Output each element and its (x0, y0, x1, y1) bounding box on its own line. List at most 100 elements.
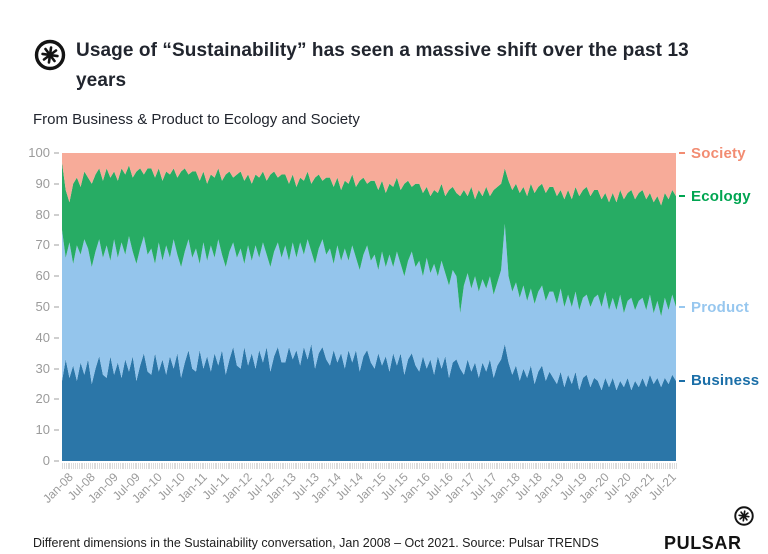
x-minor-tick (385, 463, 387, 469)
x-minor-tick (248, 463, 250, 469)
x-minor-tick (515, 463, 517, 469)
x-minor-tick (246, 463, 248, 469)
x-minor-tick (547, 463, 549, 469)
x-minor-tick (668, 463, 670, 469)
x-minor-tick (296, 463, 298, 469)
x-minor-tick (558, 463, 560, 469)
x-minor-tick (302, 463, 304, 469)
x-minor-tick (476, 463, 478, 469)
x-minor-tick (341, 463, 343, 469)
x-minor-tick (123, 463, 125, 469)
x-minor-tick (303, 463, 305, 469)
x-minor-tick (130, 463, 132, 469)
y-tick-mark (54, 367, 59, 370)
x-minor-tick (89, 463, 91, 469)
x-minor-tick (367, 463, 369, 469)
x-minor-tick (610, 463, 612, 469)
x-minor-tick (599, 463, 601, 469)
x-minor-tick (582, 463, 584, 469)
band-business (62, 343, 676, 461)
x-minor-tick (415, 463, 417, 469)
x-minor-tick (594, 463, 596, 469)
x-minor-tick (435, 463, 437, 469)
x-minor-tick (320, 463, 322, 469)
x-minor-tick (469, 463, 471, 469)
x-minor-tick (203, 463, 205, 469)
x-minor-tick (662, 463, 664, 469)
y-tick-label: 70 (35, 237, 50, 253)
y-tick-label: 0 (42, 453, 50, 468)
x-minor-tick (659, 463, 661, 469)
x-minor-tick (155, 463, 157, 469)
x-minor-tick (502, 463, 504, 469)
x-minor-tick (434, 463, 436, 469)
x-minor-tick (149, 463, 151, 469)
x-minor-tick (216, 463, 218, 469)
page-title: Usage of “Sustainability” has seen a mas… (76, 40, 689, 92)
x-minor-tick (329, 463, 331, 469)
x-minor-tick (519, 463, 521, 469)
x-minor-tick (655, 463, 657, 469)
x-minor-tick (355, 463, 357, 469)
x-minor-tick (166, 463, 168, 469)
x-minor-tick (264, 463, 266, 469)
x-minor-tick (609, 463, 611, 469)
x-minor-tick (102, 463, 104, 469)
x-minor-tick (514, 463, 516, 469)
x-minor-tick (350, 463, 352, 469)
x-minor-tick (229, 463, 231, 469)
x-minor-tick (549, 463, 551, 469)
x-minor-tick (646, 463, 648, 469)
x-minor-tick (460, 463, 462, 469)
x-minor-tick (443, 463, 445, 469)
x-minor-tick (480, 463, 482, 469)
x-minor-tick (99, 463, 101, 469)
legend-dash-icon (679, 195, 685, 198)
x-minor-tick (540, 463, 542, 469)
x-minor-tick (508, 463, 510, 469)
x-minor-tick (590, 463, 592, 469)
x-minor-tick (499, 463, 501, 469)
x-minor-tick (389, 463, 391, 469)
pulsar-wordmark: PULSAR (664, 533, 742, 553)
x-minor-tick (374, 463, 376, 469)
x-minor-tick (95, 463, 97, 469)
x-minor-tick (210, 463, 212, 469)
band-product (62, 223, 676, 391)
legend-entry-society: Society (679, 144, 746, 162)
x-minor-tick (411, 463, 413, 469)
x-minor-tick (633, 463, 635, 469)
x-minor-tick (542, 463, 544, 469)
chart-subtitle: From Business & Product to Ecology and S… (33, 111, 360, 128)
x-minor-tick (501, 463, 503, 469)
x-minor-tick (644, 463, 646, 469)
x-minor-tick (272, 463, 274, 469)
x-minor-tick (335, 463, 337, 469)
x-minor-tick (391, 463, 393, 469)
y-tick-mark (54, 306, 59, 308)
x-minor-tick (266, 463, 268, 469)
x-minor-tick (372, 463, 374, 469)
x-minor-tick (419, 463, 421, 469)
x-minor-tick (620, 463, 622, 469)
x-minor-tick (452, 463, 454, 469)
x-minor-tick (208, 463, 210, 469)
x-minor-tick (575, 463, 577, 469)
x-minor-tick (168, 463, 170, 469)
x-minor-tick (402, 463, 404, 469)
x-minor-tick (517, 463, 519, 469)
x-minor-tick (642, 463, 644, 469)
x-minor-tick (603, 463, 605, 469)
y-tick-label: 40 (35, 329, 50, 345)
x-minor-tick (251, 463, 253, 469)
x-minor-tick (65, 463, 67, 469)
x-minor-tick (290, 463, 292, 469)
x-minor-tick (612, 463, 614, 469)
x-minor-tick (342, 463, 344, 469)
x-minor-tick (551, 463, 553, 469)
x-minor-tick (376, 463, 378, 469)
x-minor-tick (467, 463, 469, 469)
x-minor-tick (497, 463, 499, 469)
x-minor-tick (93, 463, 95, 469)
x-minor-tick (207, 463, 209, 469)
